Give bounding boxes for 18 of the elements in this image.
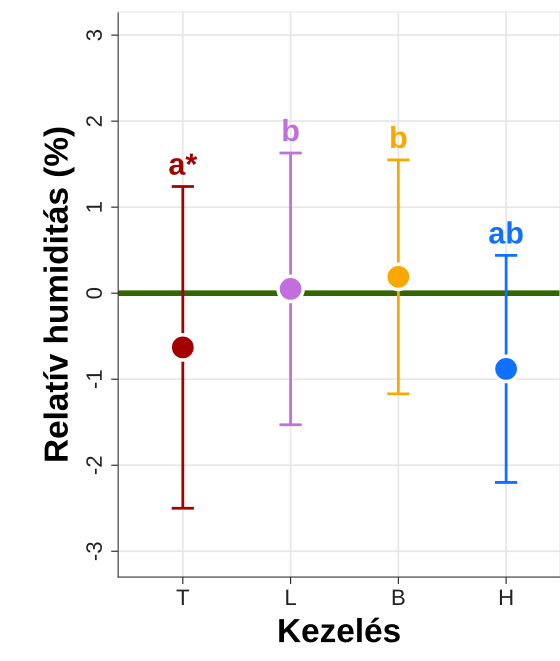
y-tick-label: -2 bbox=[86, 456, 102, 474]
y-tick-label: -3 bbox=[86, 542, 102, 560]
x-tick-label: T bbox=[176, 590, 190, 605]
y-tick-label: 3 bbox=[86, 30, 102, 40]
x-tick-label: H bbox=[500, 590, 512, 605]
y-tick-label: 0 bbox=[86, 288, 102, 298]
x-tick-label: B bbox=[392, 590, 405, 605]
x-axis-title: Kezelés bbox=[279, 618, 400, 642]
y-axis-title: Relatív humiditás (%) bbox=[43, 128, 75, 461]
annotation: a* bbox=[169, 154, 198, 175]
y-tick-label: 1 bbox=[86, 202, 102, 212]
point bbox=[276, 274, 305, 304]
y-tick-label: 2 bbox=[86, 116, 102, 126]
y-tick-label: -1 bbox=[86, 370, 102, 388]
annotation: b bbox=[391, 126, 406, 148]
x-tick-label: L bbox=[286, 590, 296, 605]
annotation: ab bbox=[489, 221, 523, 244]
annotation: b bbox=[283, 118, 299, 142]
